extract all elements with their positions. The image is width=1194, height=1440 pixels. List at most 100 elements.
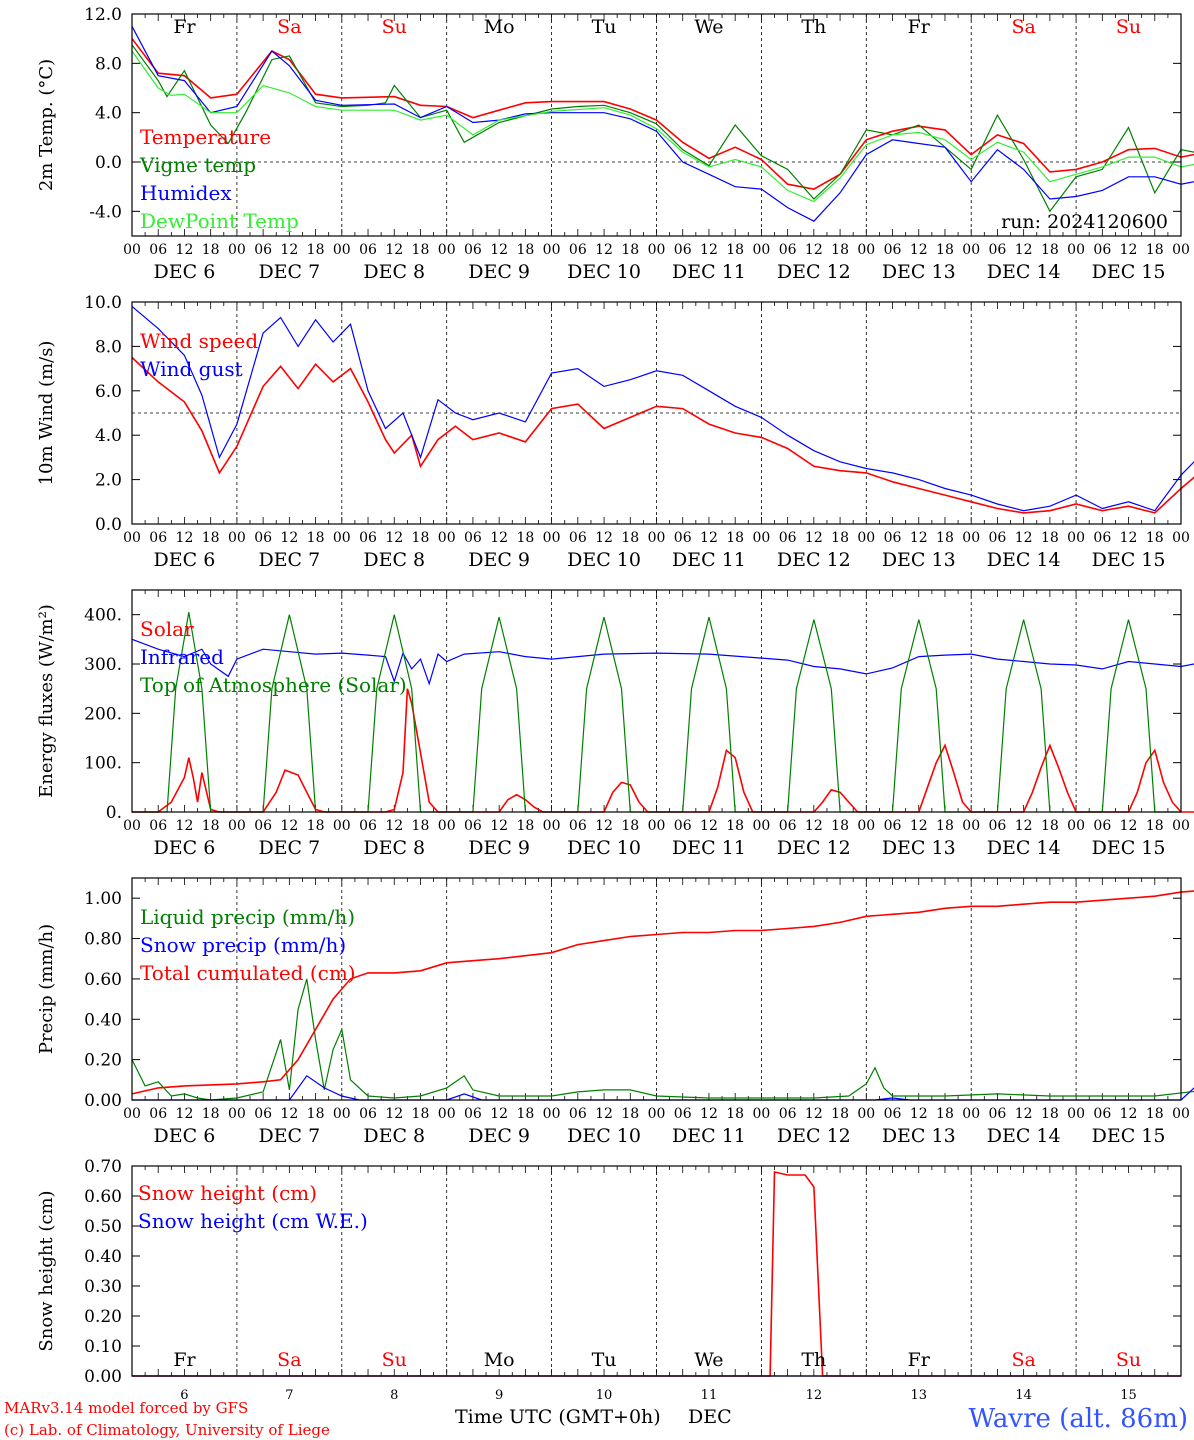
day-number: 10: [596, 1388, 613, 1403]
hour-label: 18: [936, 242, 954, 258]
y-axis-label: 2m Temp. (°C): [36, 59, 57, 191]
hour-label: 12: [805, 530, 823, 546]
y-tick-label: 4.0: [95, 104, 122, 124]
hour-label: 18: [307, 1106, 325, 1122]
y-tick-label: 0.00: [84, 1367, 122, 1387]
hour-label: 00: [962, 242, 980, 258]
day-name-bottom: We: [694, 1349, 723, 1371]
hour-label: 12: [910, 818, 928, 834]
hour-label: 00: [123, 1106, 141, 1122]
hour-label: 06: [1093, 1106, 1111, 1122]
hour-label: 06: [464, 1106, 482, 1122]
y-tick-label: 0.70: [84, 1157, 122, 1177]
y-tick-label: 0.60: [84, 970, 122, 990]
hour-label: 18: [516, 242, 534, 258]
date-label: DEC 6: [154, 1125, 216, 1147]
hour-label: 12: [595, 530, 613, 546]
hour-label: 12: [176, 242, 194, 258]
date-label: DEC 10: [567, 1125, 641, 1147]
date-label: DEC 8: [363, 549, 425, 571]
legend-entry: Vigne temp: [139, 153, 256, 177]
y-tick-label: 4.0: [95, 426, 122, 446]
hour-label: 00: [1067, 818, 1085, 834]
day-number: 15: [1120, 1388, 1137, 1403]
series-line-4-1: [131, 978, 1194, 1101]
series-line-4-3: [131, 890, 1194, 1095]
hour-label: 18: [307, 818, 325, 834]
day-name-bottom: Su: [1116, 1349, 1141, 1371]
hour-label: 06: [674, 242, 692, 258]
hour-label: 12: [1015, 818, 1033, 834]
hour-label: 00: [1172, 1106, 1190, 1122]
hour-label: 18: [726, 530, 744, 546]
hour-label: 00: [333, 530, 351, 546]
hour-label: 00: [648, 818, 666, 834]
legend-entry: Temperature: [140, 125, 271, 149]
date-label: DEC 7: [258, 549, 320, 571]
date-label: DEC 14: [987, 261, 1061, 283]
hour-label: 00: [543, 242, 561, 258]
hour-label: 00: [648, 530, 666, 546]
hour-label: 18: [621, 1106, 639, 1122]
y-axis-label: Energy fluxes (W/m²): [36, 604, 57, 798]
y-tick-label: 0.50: [84, 1217, 122, 1237]
hour-label: 18: [516, 818, 534, 834]
hour-label: 18: [726, 1106, 744, 1122]
y-tick-label: 100.: [84, 754, 122, 774]
hour-label: 06: [884, 818, 902, 834]
hour-label: 00: [857, 242, 875, 258]
hour-label: 12: [595, 242, 613, 258]
date-label: DEC 9: [468, 549, 530, 571]
hour-label: 00: [438, 242, 456, 258]
hour-label: 12: [1120, 242, 1138, 258]
hour-label: 06: [569, 530, 587, 546]
day-name-bottom: Fr: [173, 1349, 196, 1371]
plot-frame: [131, 589, 1182, 813]
date-label: DEC 15: [1092, 1125, 1166, 1147]
date-label: DEC 8: [363, 1125, 425, 1147]
day-name-top: Mo: [484, 16, 515, 38]
date-label: DEC 8: [363, 837, 425, 859]
y-tick-label: 0.0: [95, 515, 122, 535]
day-number: 7: [285, 1388, 293, 1403]
y-tick-label: 10.0: [84, 293, 122, 313]
hour-label: 12: [280, 818, 298, 834]
panel-3: 400. 300. 200. 100. 0. Energy fluxes (W/m²) So…: [36, 589, 1194, 859]
series-line-1-1: [131, 38, 1194, 190]
y-tick-label: 8.0: [95, 54, 122, 74]
date-label: DEC 10: [567, 549, 641, 571]
hour-label: 00: [1172, 530, 1190, 546]
hour-label: 06: [359, 818, 377, 834]
hour-label: 18: [202, 1106, 220, 1122]
hour-label: 18: [412, 242, 430, 258]
model-credit: MARv3.14 model forced by GFS: [4, 1399, 248, 1417]
hour-label: 12: [910, 242, 928, 258]
copyright-credit: (c) Lab. of Climatology, University of L…: [4, 1421, 330, 1439]
plot-frame: [131, 13, 1182, 237]
hour-label: 18: [1146, 818, 1164, 834]
y-tick-label: -4.0: [89, 202, 122, 222]
hour-label: 18: [936, 530, 954, 546]
day-name-bottom: Sa: [277, 1349, 301, 1371]
legend-entry: Infrared: [140, 645, 224, 669]
date-label: DEC 8: [363, 261, 425, 283]
y-tick-label: 0.0: [95, 153, 122, 173]
hour-label: 18: [516, 530, 534, 546]
hour-label: 00: [228, 530, 246, 546]
day-name-top: Fr: [908, 16, 931, 38]
day-number: 8: [390, 1388, 398, 1403]
hour-label: 12: [176, 1106, 194, 1122]
hour-label: 06: [674, 530, 692, 546]
hour-label: 00: [228, 818, 246, 834]
date-label: DEC 13: [882, 549, 956, 571]
hour-label: 06: [779, 530, 797, 546]
panel-4: 1.00 0.80 0.60 0.40 0.20 0.00 Precip (mm/h) Liq…: [36, 877, 1194, 1147]
hour-label: 00: [123, 818, 141, 834]
date-label: DEC 14: [987, 549, 1061, 571]
y-tick-label: 0.20: [84, 1051, 122, 1071]
date-label: DEC 12: [777, 837, 851, 859]
legend-entry: Snow height (cm W.E.): [138, 1209, 368, 1233]
y-tick-label: 12.0: [84, 5, 122, 25]
hour-label: 06: [989, 1106, 1007, 1122]
y-axis-label: Precip (mm/h): [36, 924, 57, 1054]
